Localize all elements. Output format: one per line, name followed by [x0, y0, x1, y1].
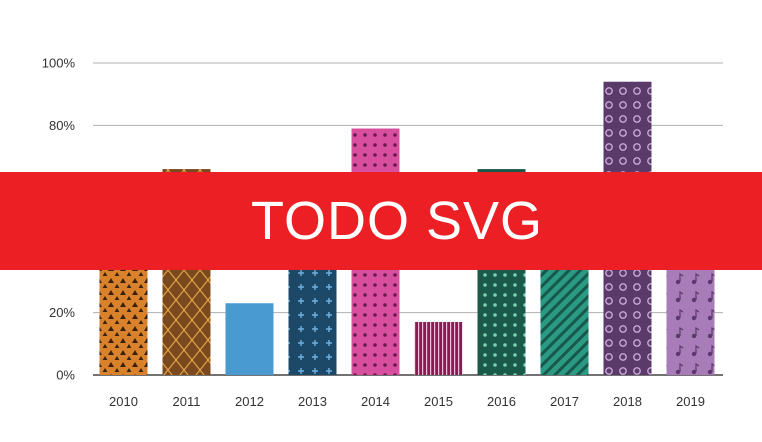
y-tick-label: 100% [42, 56, 76, 71]
bar-2010 [99, 262, 148, 375]
y-tick-label: 0% [56, 368, 75, 383]
x-tick-label: 2019 [676, 394, 705, 409]
todo-overlay-text: TODO SVG [250, 191, 544, 251]
x-tick-label: 2017 [550, 394, 579, 409]
x-axis-tick-labels: 2010 2011 2012 2013 2014 2015 2016 2017 2018 2019 [109, 394, 705, 409]
bar-2012 [225, 303, 274, 375]
x-tick-label: 2015 [424, 394, 453, 409]
y-tick-label: 20% [49, 305, 75, 320]
x-tick-label: 2016 [487, 394, 516, 409]
x-tick-label: 2010 [109, 394, 138, 409]
y-tick-label: 80% [49, 118, 75, 133]
x-tick-label: 2013 [298, 394, 327, 409]
todo-overlay-banner: TODO SVG [0, 172, 762, 270]
bar-2013 [288, 259, 337, 375]
x-tick-label: 2018 [613, 394, 642, 409]
bar-2015 [414, 321, 463, 375]
x-tick-label: 2014 [361, 394, 390, 409]
bar-2019 [666, 265, 715, 375]
x-tick-label: 2011 [173, 394, 201, 409]
x-tick-label: 2012 [235, 394, 264, 409]
